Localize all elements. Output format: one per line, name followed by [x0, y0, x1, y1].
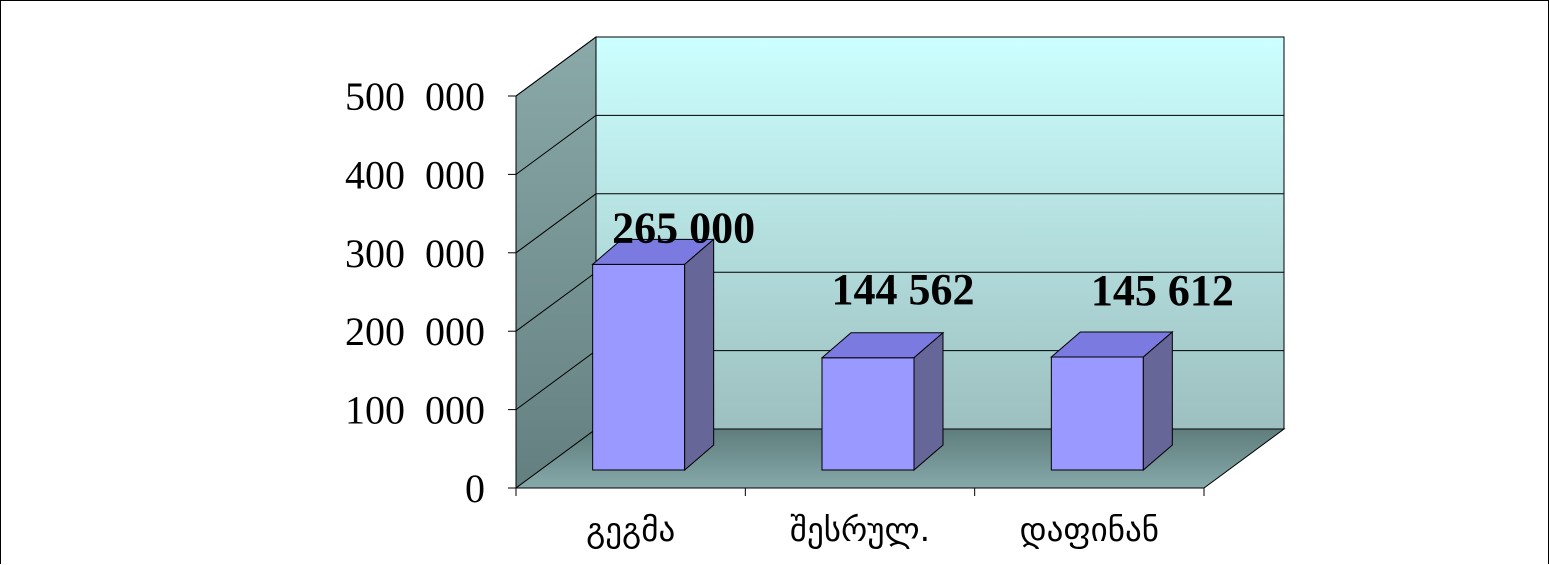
bar-3 — [1049, 330, 1174, 472]
bar-front — [592, 263, 686, 471]
y-tick-label: 100 000 — [345, 388, 485, 433]
bar-2 — [820, 331, 945, 472]
x-category-label: გეგმა — [586, 510, 675, 549]
labels: 0 100 000 200 000 300 000 400 000 500 000 265 … — [345, 74, 1234, 549]
gridline — [515, 193, 1284, 254]
gridline — [515, 36, 1284, 97]
y-tick-label: 500 000 — [345, 74, 485, 119]
x-category-label: დაფინან — [1020, 510, 1159, 549]
data-label: 144 562 — [832, 265, 975, 314]
bar-1 — [591, 238, 716, 472]
bar-front — [1050, 356, 1144, 471]
bar-side — [684, 238, 715, 472]
y-tick-label: 300 000 — [345, 231, 485, 276]
bar-side — [913, 331, 944, 472]
gridline — [515, 114, 1284, 175]
data-label: 145 612 — [1091, 266, 1234, 315]
bar-front — [821, 357, 915, 471]
data-label: 265 000 — [612, 203, 755, 252]
axes — [508, 95, 1205, 496]
bar-side — [1142, 330, 1173, 472]
y-tick-label: 0 — [465, 466, 485, 511]
y-tick-label: 200 000 — [345, 309, 485, 354]
side-wall — [515, 36, 597, 489]
bars — [591, 238, 1174, 472]
x-category-label: შესრულ. — [790, 510, 930, 549]
y-tick-label: 400 000 — [345, 152, 485, 197]
